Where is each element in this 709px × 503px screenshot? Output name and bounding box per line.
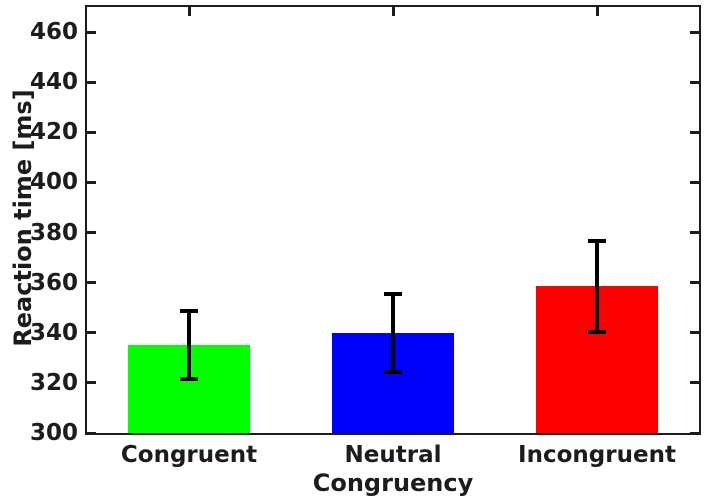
x-tick-label-incongruent: Incongruent [518, 442, 676, 468]
y-tick-mark-right [690, 331, 699, 335]
y-tick-mark-left [87, 80, 96, 84]
error-bar-cap-bottom [180, 377, 198, 382]
error-bar-line [391, 293, 395, 372]
y-tick-label: 460 [29, 19, 78, 46]
y-tick-mark-left [87, 381, 96, 385]
error-bar-cap-top [588, 239, 606, 244]
y-tick-label: 440 [29, 69, 78, 96]
y-tick-label: 400 [29, 169, 78, 196]
plot-area [85, 5, 701, 435]
y-tick-mark-left [87, 281, 96, 285]
y-tick-mark-right [690, 30, 699, 34]
error-bar-line [595, 241, 599, 332]
y-tick-mark-left [87, 130, 96, 134]
x-axis-label: Congruency [312, 469, 474, 497]
y-tick-mark-left [87, 331, 96, 335]
x-tick-mark-top [595, 7, 599, 16]
y-tick-mark-left [87, 231, 96, 235]
y-tick-mark-right [690, 180, 699, 184]
x-tick-label-congruent: Congruent [120, 442, 258, 468]
y-tick-mark-right [690, 281, 699, 285]
y-tick-mark-right [690, 80, 699, 84]
y-tick-mark-left [87, 30, 96, 34]
y-tick-label: 380 [29, 219, 78, 246]
y-tick-label: 300 [29, 420, 78, 446]
y-tick-label: 360 [29, 269, 78, 296]
error-bar-line [187, 311, 191, 380]
y-tick-mark-left [87, 431, 96, 435]
error-bar-cap-top [180, 309, 198, 314]
y-tick-label: 420 [29, 119, 78, 146]
y-tick-mark-right [690, 431, 699, 435]
x-tick-mark-top [391, 7, 395, 16]
error-bar-cap-top [384, 291, 402, 296]
y-tick-label: 340 [29, 319, 78, 346]
y-tick-mark-right [690, 231, 699, 235]
y-tick-label: 320 [29, 369, 78, 396]
x-tick-mark-top [187, 7, 191, 16]
error-bar-cap-bottom [588, 329, 606, 334]
error-bar-cap-bottom [384, 369, 402, 374]
y-tick-mark-left [87, 180, 96, 184]
y-tick-mark-right [690, 130, 699, 134]
x-tick-label-neutral: Neutral [344, 442, 442, 468]
y-tick-mark-right [690, 381, 699, 385]
